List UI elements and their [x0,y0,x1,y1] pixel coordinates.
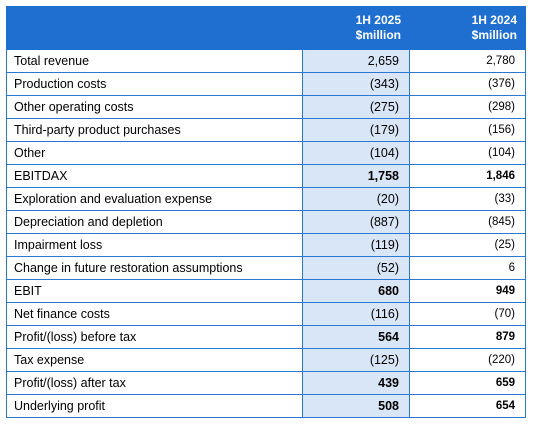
header-1h-2024-unit: $million [471,28,517,42]
value-1h-2024: (25) [409,233,526,257]
row-label: Exploration and evaluation expense [6,187,303,211]
table-row: Depreciation and depletion (887) (845) [6,210,526,234]
value-1h-2024: (376) [409,72,526,96]
value-1h-2025: (116) [302,302,410,326]
value-1h-2024: (104) [409,141,526,165]
header-1h-2024-period: 1H 2024 [471,13,517,27]
value-1h-2025: (119) [302,233,410,257]
value-1h-2025: (275) [302,95,410,119]
value-1h-2024: 659 [409,371,526,395]
value-1h-2024: (845) [409,210,526,234]
row-label: EBIT [6,279,303,303]
row-label: Production costs [6,72,303,96]
value-1h-2024: (156) [409,118,526,142]
table-row: Production costs (343) (376) [6,72,526,96]
table-row: Underlying profit 508 654 [6,394,526,418]
value-1h-2024: 654 [409,394,526,418]
row-label: Change in future restoration assumptions [6,256,303,280]
table-row: Change in future restoration assumptions… [6,256,526,280]
header-1h-2025-unit: $million [355,28,401,42]
value-1h-2025: (125) [302,348,410,372]
header-1h-2024: 1H 2024 $million [409,6,526,50]
row-label: Profit/(loss) after tax [6,371,303,395]
value-1h-2024: 949 [409,279,526,303]
table-row: Impairment loss (119) (25) [6,233,526,257]
value-1h-2025: 508 [302,394,410,418]
table-row: Other (104) (104) [6,141,526,165]
row-label: Impairment loss [6,233,303,257]
value-1h-2025: 564 [302,325,410,349]
financial-summary: 1H 2025 $million 1H 2024 $million Total … [6,6,526,418]
row-label: Other [6,141,303,165]
table-row: Profit/(loss) before tax 564 879 [6,325,526,349]
row-label: Third-party product purchases [6,118,303,142]
value-1h-2025: (887) [302,210,410,234]
header-1h-2025: 1H 2025 $million [302,6,410,50]
row-label: Net finance costs [6,302,303,326]
header-blank-cell [6,6,303,50]
header-row: 1H 2025 $million 1H 2024 $million [6,6,526,50]
row-label: Depreciation and depletion [6,210,303,234]
value-1h-2025: (343) [302,72,410,96]
value-1h-2024: 1,846 [409,164,526,188]
row-label: Underlying profit [6,394,303,418]
table-row: EBIT 680 949 [6,279,526,303]
value-1h-2025: (104) [302,141,410,165]
table-row: EBITDAX 1,758 1,846 [6,164,526,188]
table-row: Exploration and evaluation expense (20) (3… [6,187,526,211]
table-row: Third-party product purchases (179) (156) [6,118,526,142]
value-1h-2025: (20) [302,187,410,211]
row-label: Total revenue [6,49,303,73]
financial-table: 1H 2025 $million 1H 2024 $million Total … [6,6,526,418]
value-1h-2024: 2,780 [409,49,526,73]
table-row: Tax expense (125) (220) [6,348,526,372]
table-row: Profit/(loss) after tax 439 659 [6,371,526,395]
row-label: Tax expense [6,348,303,372]
value-1h-2025: (52) [302,256,410,280]
row-label: Profit/(loss) before tax [6,325,303,349]
value-1h-2025: (179) [302,118,410,142]
table-row: Net finance costs (116) (70) [6,302,526,326]
value-1h-2024: 6 [409,256,526,280]
value-1h-2025: 1,758 [302,164,410,188]
value-1h-2025: 2,659 [302,49,410,73]
row-label: EBITDAX [6,164,303,188]
value-1h-2024: (33) [409,187,526,211]
value-1h-2024: (298) [409,95,526,119]
value-1h-2024: (70) [409,302,526,326]
table-row: Total revenue 2,659 2,780 [6,49,526,73]
header-1h-2025-period: 1H 2025 [355,13,401,27]
value-1h-2025: 439 [302,371,410,395]
table-row: Other operating costs (275) (298) [6,95,526,119]
value-1h-2024: (220) [409,348,526,372]
row-label: Other operating costs [6,95,303,119]
value-1h-2025: 680 [302,279,410,303]
value-1h-2024: 879 [409,325,526,349]
